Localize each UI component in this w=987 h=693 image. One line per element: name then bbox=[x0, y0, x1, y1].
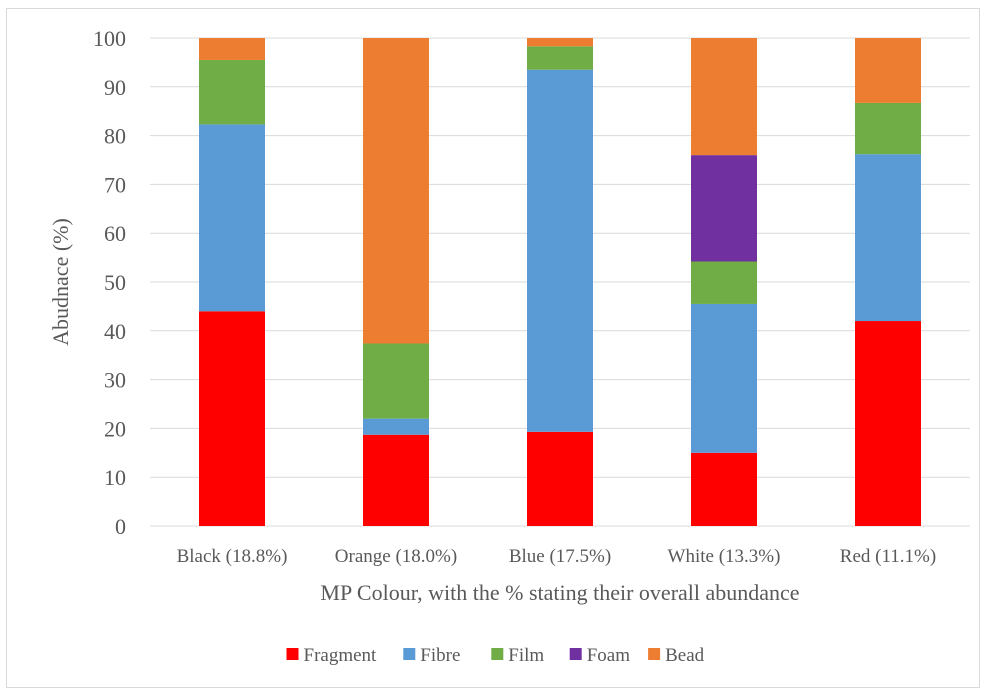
y-tick-label: 20 bbox=[104, 416, 126, 441]
legend-swatch-bead bbox=[648, 648, 661, 660]
bar-segment-fragment bbox=[199, 311, 265, 526]
x-category-label: White (13.3%) bbox=[668, 546, 781, 567]
x-category-label: Blue (17.5%) bbox=[509, 546, 611, 567]
y-tick-label: 50 bbox=[104, 270, 126, 295]
legend-label-foam: Foam bbox=[587, 645, 631, 666]
bar-segment-bead bbox=[527, 38, 593, 47]
legend-swatch-foam bbox=[569, 648, 582, 660]
bar-segment-film bbox=[691, 261, 757, 304]
legend-swatch-fragment bbox=[286, 648, 299, 660]
bar-segment-film bbox=[199, 59, 265, 125]
legend-label-film: Film bbox=[508, 645, 544, 666]
bar-segment-foam bbox=[691, 155, 757, 262]
bar-segment-fibre bbox=[363, 418, 429, 435]
bar-segment-bead bbox=[691, 38, 757, 156]
bar-segment-bead bbox=[199, 38, 265, 60]
y-tick-label: 100 bbox=[93, 26, 126, 51]
legend-label-bead: Bead bbox=[665, 645, 705, 666]
legend-swatch-fibre bbox=[403, 648, 416, 660]
y-tick-label: 10 bbox=[104, 465, 126, 490]
bar-segment-film bbox=[363, 343, 429, 419]
bar-segment-bead bbox=[855, 38, 921, 103]
y-tick-label: 0 bbox=[115, 514, 126, 539]
bar-segment-fibre bbox=[691, 303, 757, 453]
y-tick-label: 60 bbox=[104, 221, 126, 246]
x-category-label: Orange (18.0%) bbox=[335, 546, 457, 567]
bar-segment-film bbox=[527, 46, 593, 70]
chart-frame bbox=[6, 8, 980, 688]
bar-segment-bead bbox=[363, 38, 429, 344]
bar-segment-fibre bbox=[199, 124, 265, 312]
legend-label-fragment: Fragment bbox=[304, 645, 378, 666]
legend-swatch-film bbox=[491, 648, 504, 660]
bar-segment-fibre bbox=[855, 154, 921, 322]
x-axis-categories: Black (18.8%) Orange (18.0%) Blue (17.5%) W… bbox=[177, 546, 937, 567]
bar-segment-fragment bbox=[363, 434, 429, 526]
y-axis-title: Abudnace (%) bbox=[48, 218, 73, 346]
bar-segment-fibre bbox=[527, 69, 593, 432]
x-axis-title: MP Colour, with the % stating their over… bbox=[320, 580, 799, 605]
bar-segment-fragment bbox=[527, 431, 593, 526]
legend-label-fibre: Fibre bbox=[420, 645, 460, 666]
x-category-label: Black (18.8%) bbox=[177, 546, 288, 567]
bars bbox=[199, 38, 921, 526]
bar-segment-film bbox=[855, 102, 921, 155]
bar-segment-fragment bbox=[855, 321, 921, 526]
bar-segment-fragment bbox=[691, 452, 757, 526]
x-category-label: Red (11.1%) bbox=[840, 546, 936, 567]
y-tick-label: 30 bbox=[104, 368, 126, 393]
y-axis-ticks: 0 10 20 30 40 50 60 70 80 90 100 bbox=[93, 26, 126, 539]
y-tick-label: 70 bbox=[104, 172, 126, 197]
legend: Fragment Fibre Film Foam Bead bbox=[286, 645, 705, 666]
y-tick-label: 40 bbox=[104, 319, 126, 344]
y-tick-label: 80 bbox=[104, 124, 126, 149]
y-tick-label: 90 bbox=[104, 75, 126, 100]
